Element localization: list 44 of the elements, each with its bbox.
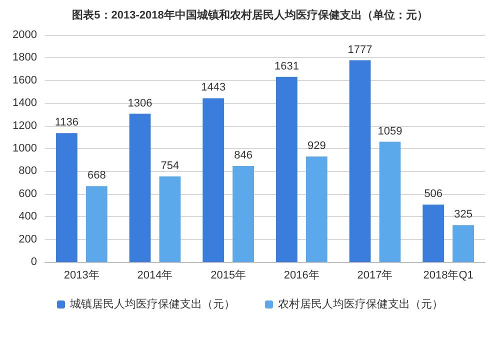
bar: [452, 225, 474, 262]
data-label: 668: [87, 170, 106, 182]
y-tick-label: 0: [30, 256, 37, 268]
x-tick-label: 2013年: [64, 270, 100, 282]
x-tick-label: 2016年: [284, 270, 320, 282]
data-label: 325: [454, 208, 472, 221]
data-label: 506: [424, 188, 443, 200]
bar: [129, 114, 151, 262]
legend-label: 农村居民人均医疗保健支出（元）: [278, 298, 443, 310]
y-tick-label: 200: [18, 233, 37, 246]
bar: [159, 176, 181, 262]
bar: [56, 133, 78, 262]
y-tick-label: 2000: [12, 29, 37, 41]
y-tick-label: 400: [18, 210, 37, 223]
bar: [349, 60, 371, 262]
bar: [306, 156, 328, 262]
y-tick-label: 1400: [12, 97, 37, 110]
x-tick-label: 2017年: [357, 270, 393, 282]
data-label: 846: [234, 149, 252, 162]
bar: [422, 204, 444, 262]
y-tick-label: 1200: [12, 120, 37, 132]
y-tick-label: 1000: [12, 142, 37, 154]
data-label: 1306: [128, 97, 152, 110]
y-tick-label: 800: [18, 165, 37, 178]
data-label: 1631: [274, 60, 299, 72]
bar: [202, 98, 224, 262]
y-tick-label: 1800: [12, 52, 37, 64]
bar: [86, 186, 108, 262]
bar: [379, 142, 401, 262]
data-label: 1443: [201, 82, 226, 94]
bar: [276, 76, 298, 262]
data-label: 1059: [378, 125, 402, 138]
x-tick-label: 2014年: [137, 270, 173, 282]
y-tick-label: 1600: [12, 74, 37, 86]
data-label: 754: [160, 160, 180, 172]
chart-title: 图表5：2013-2018年中国城镇和农村居民人均医疗保健支出（单位：元）: [72, 8, 428, 22]
y-tick-label: 600: [18, 188, 37, 200]
bar: [232, 166, 254, 262]
x-tick-label: 2018年Q1: [423, 270, 474, 282]
data-label: 929: [307, 140, 326, 152]
data-label: 1777: [348, 44, 372, 56]
x-tick-label: 2015年: [210, 270, 246, 282]
data-label: 1136: [54, 116, 79, 129]
legend-label: 城镇居民人均医疗保健支出（元）: [69, 298, 235, 310]
